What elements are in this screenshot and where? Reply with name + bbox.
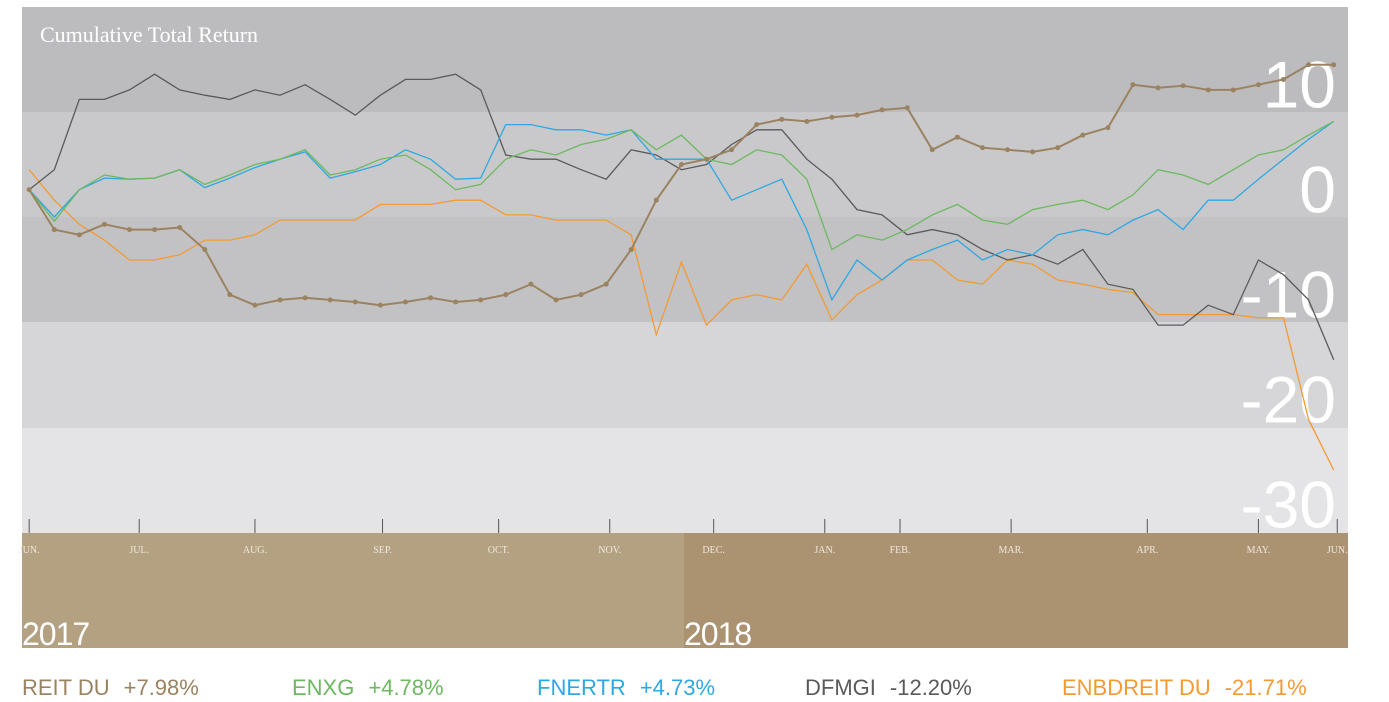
series-marker <box>152 227 158 233</box>
legend-return: -21.71% <box>1225 675 1307 700</box>
y-tick-label: -20 <box>1241 363 1336 437</box>
series-marker <box>979 145 985 151</box>
series-marker <box>478 297 484 303</box>
series-line <box>28 73 1335 361</box>
series-marker <box>854 112 860 118</box>
legend-return: -12.20% <box>890 675 972 700</box>
series-marker <box>202 247 208 253</box>
series-marker <box>804 118 810 124</box>
x-tick-label: AUG. <box>243 545 267 556</box>
series-marker <box>227 292 233 298</box>
x-tick-label: NOV. <box>598 545 621 556</box>
series-marker <box>377 302 383 308</box>
series-marker <box>954 134 960 140</box>
series-line <box>28 169 1335 471</box>
series-marker <box>879 107 885 113</box>
legend-name: ENXG <box>292 675 354 700</box>
series-marker <box>553 297 559 303</box>
series-marker <box>1130 82 1136 88</box>
series-marker <box>26 187 32 193</box>
series-marker <box>252 302 258 308</box>
series-marker <box>578 292 584 298</box>
series-marker <box>678 161 684 167</box>
x-tick-label: SEP. <box>373 545 392 556</box>
series-marker <box>503 292 509 298</box>
x-tick-label: JUN. <box>19 545 40 556</box>
band <box>22 322 1348 428</box>
x-tick-label: DEC. <box>702 545 725 556</box>
series-marker <box>177 224 183 230</box>
series-marker <box>528 281 534 287</box>
y-tick-label: -10 <box>1241 258 1336 332</box>
series-marker <box>1080 132 1086 138</box>
x-tick-label: MAR. <box>998 545 1023 556</box>
y-tick-label: 0 <box>1299 153 1336 227</box>
year-label: 2017 <box>22 616 89 652</box>
series-marker <box>829 114 835 120</box>
legend-name: REIT DU <box>22 675 110 700</box>
chart-title: Cumulative Total Return <box>40 22 258 47</box>
year-label: 2018 <box>684 616 751 652</box>
series-marker <box>1055 145 1061 151</box>
series-marker <box>929 147 935 153</box>
series-marker <box>402 299 408 305</box>
series-marker <box>428 295 434 301</box>
x-tick-label: JUN. <box>1327 545 1348 556</box>
legend-return: +7.98% <box>124 675 199 700</box>
legend-name: ENBDREIT DU <box>1062 675 1211 700</box>
series-marker <box>904 105 910 111</box>
x-tick-label: FEB. <box>890 545 911 556</box>
series-marker <box>729 147 735 153</box>
series-marker <box>1331 62 1337 68</box>
series-marker <box>1280 76 1286 82</box>
series-marker <box>754 122 760 128</box>
series-line <box>28 120 1335 302</box>
x-tick-label: APR. <box>1136 545 1158 556</box>
y-tick-label: -30 <box>1241 468 1336 542</box>
y-tick-label: 10 <box>1263 48 1336 122</box>
series-marker <box>1005 147 1011 153</box>
series-marker <box>653 197 659 203</box>
legend-return: +4.73% <box>640 675 715 700</box>
series-marker <box>76 232 82 238</box>
series-marker <box>603 281 609 287</box>
year-band <box>22 533 684 648</box>
series-marker <box>453 299 459 305</box>
series-marker <box>302 295 308 301</box>
series-marker <box>51 227 57 233</box>
series-marker <box>327 297 333 303</box>
series-marker <box>1105 125 1111 131</box>
series-marker <box>1255 82 1261 88</box>
series-marker <box>1306 62 1312 68</box>
x-tick-label: JUL. <box>129 545 149 556</box>
x-tick-label: JAN. <box>814 545 835 556</box>
year-band <box>684 533 1348 648</box>
series-marker <box>1155 85 1161 91</box>
legend-name: DFMGI <box>805 675 876 700</box>
band <box>22 428 1348 533</box>
series-marker <box>101 221 107 227</box>
series-marker <box>704 156 710 162</box>
series-marker <box>628 247 634 253</box>
series-marker <box>779 116 785 122</box>
legend-return: +4.78% <box>368 675 443 700</box>
series-marker <box>1205 87 1211 93</box>
x-tick-label: MAY. <box>1247 545 1271 556</box>
x-tick-label: OCT. <box>488 545 510 556</box>
series-marker <box>277 297 283 303</box>
series-marker <box>127 227 133 233</box>
series-marker <box>1230 87 1236 93</box>
series-marker <box>352 299 358 305</box>
series-line <box>28 120 1335 251</box>
series-marker <box>1030 149 1036 155</box>
legend-name: FNERTR <box>537 675 626 700</box>
series-marker <box>1180 83 1186 89</box>
